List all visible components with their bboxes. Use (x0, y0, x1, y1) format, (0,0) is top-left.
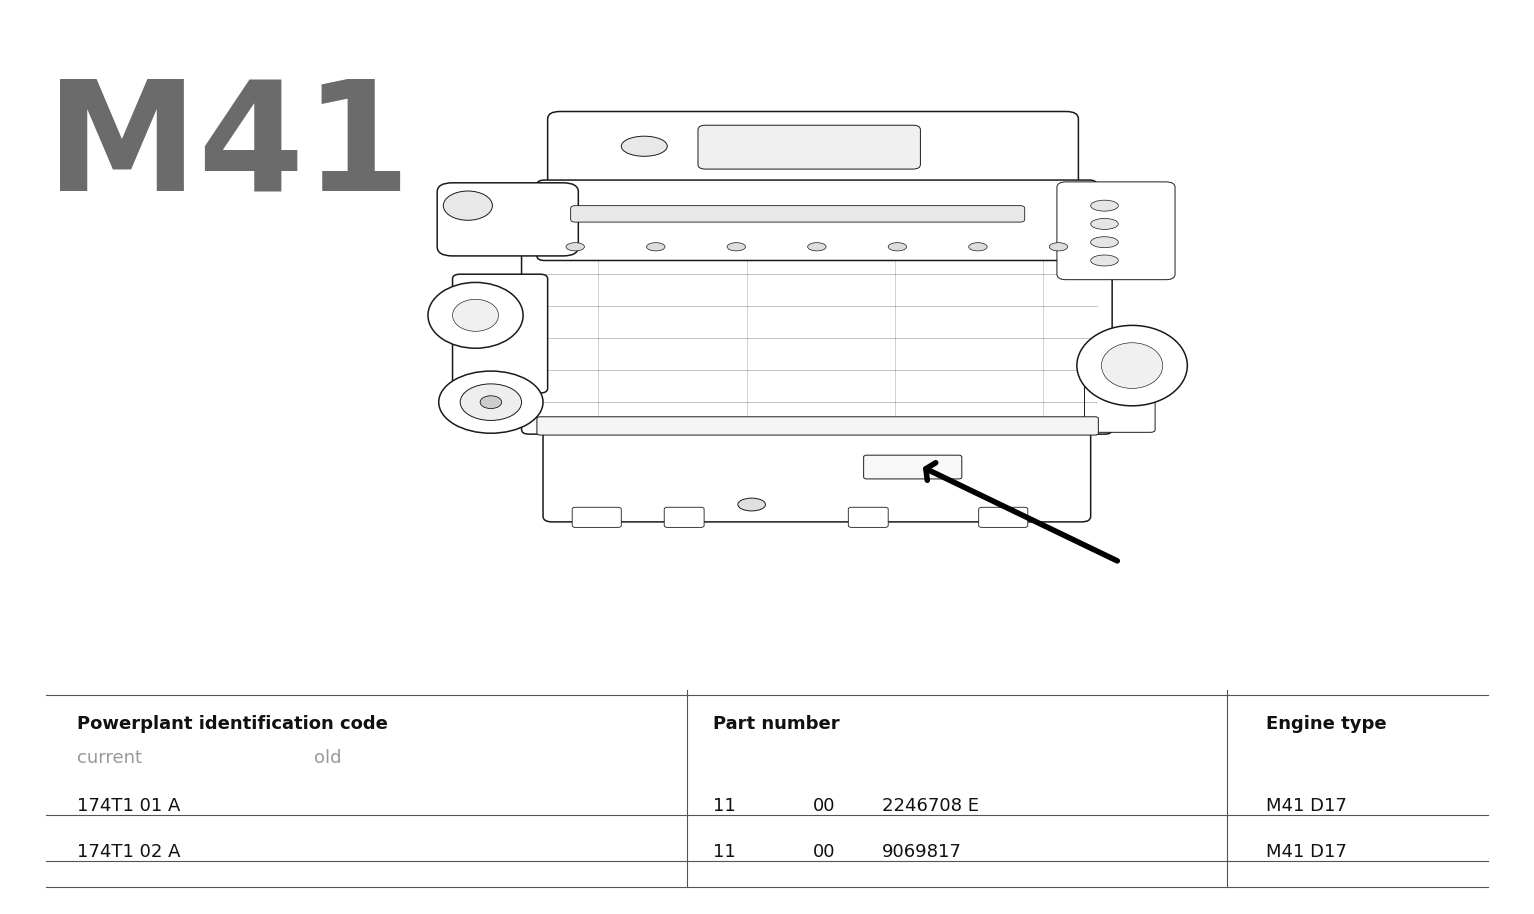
FancyBboxPatch shape (698, 125, 920, 169)
Text: M41 D17: M41 D17 (1266, 843, 1347, 861)
Text: 2246708 E: 2246708 E (882, 797, 979, 815)
FancyBboxPatch shape (453, 274, 548, 393)
Ellipse shape (1077, 325, 1187, 406)
Text: M41 D17: M41 D17 (1266, 797, 1347, 815)
Ellipse shape (443, 191, 492, 220)
Text: Powerplant identification code: Powerplant identification code (77, 715, 388, 733)
FancyBboxPatch shape (537, 417, 1098, 435)
Ellipse shape (453, 299, 499, 331)
FancyBboxPatch shape (571, 206, 1025, 222)
Ellipse shape (1091, 237, 1118, 248)
FancyBboxPatch shape (543, 420, 1091, 522)
FancyBboxPatch shape (864, 455, 962, 479)
FancyBboxPatch shape (979, 507, 1028, 527)
Ellipse shape (727, 242, 746, 251)
Ellipse shape (428, 282, 523, 348)
Ellipse shape (439, 371, 543, 433)
FancyBboxPatch shape (537, 180, 1097, 260)
Text: Part number: Part number (713, 715, 841, 733)
Ellipse shape (807, 242, 825, 251)
Text: Engine type: Engine type (1266, 715, 1387, 733)
FancyBboxPatch shape (572, 507, 621, 527)
Ellipse shape (621, 136, 667, 156)
Text: 9069817: 9069817 (882, 843, 962, 861)
Ellipse shape (1091, 255, 1118, 266)
Ellipse shape (1091, 218, 1118, 229)
Ellipse shape (480, 396, 502, 409)
Ellipse shape (460, 384, 522, 420)
Text: 11: 11 (713, 843, 736, 861)
Ellipse shape (647, 242, 664, 251)
Ellipse shape (1101, 343, 1163, 388)
Ellipse shape (1049, 242, 1068, 251)
Text: 174T1 02 A: 174T1 02 A (77, 843, 179, 861)
Ellipse shape (969, 242, 988, 251)
FancyBboxPatch shape (437, 183, 578, 256)
Text: M41: M41 (46, 73, 411, 222)
Text: 11: 11 (713, 797, 736, 815)
Ellipse shape (738, 498, 765, 511)
FancyBboxPatch shape (522, 242, 1112, 434)
FancyBboxPatch shape (848, 507, 888, 527)
Text: current: current (77, 749, 141, 768)
Text: old: old (314, 749, 342, 768)
FancyBboxPatch shape (664, 507, 704, 527)
FancyBboxPatch shape (548, 112, 1078, 195)
Text: 00: 00 (813, 843, 836, 861)
Text: 00: 00 (813, 797, 836, 815)
Ellipse shape (888, 242, 907, 251)
FancyBboxPatch shape (1057, 182, 1175, 280)
Text: 174T1 01 A: 174T1 01 A (77, 797, 179, 815)
Ellipse shape (566, 242, 584, 251)
Ellipse shape (1091, 200, 1118, 211)
FancyBboxPatch shape (1085, 345, 1155, 432)
